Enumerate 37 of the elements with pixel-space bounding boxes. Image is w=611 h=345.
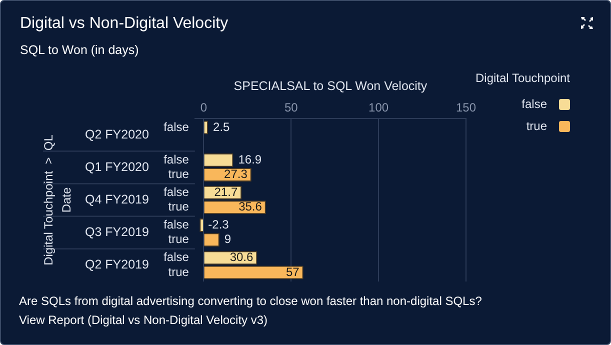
text: SQL to Won (in days) <box>20 43 139 57</box>
data-label: 35.6 <box>238 200 262 214</box>
data-label: 57 <box>286 264 300 279</box>
y-tick-label: Q2 FY2019 <box>84 258 149 272</box>
text: Date <box>59 187 74 213</box>
text: View Report (Digital vs Non-Digital Velocity v3) <box>19 312 269 329</box>
chart-title: Digital vs Non-Digital Velocity <box>20 15 228 33</box>
text: true <box>168 232 189 246</box>
x-tick-label: 50 <box>284 100 298 115</box>
legend-label: true <box>526 119 547 133</box>
text: false <box>164 184 189 199</box>
x-axis-title: SPECIALSAL to SQL Won Velocity <box>234 79 428 94</box>
text: false <box>164 250 189 264</box>
x-tick-label: 0 <box>200 100 208 115</box>
x-tick-label: 150 <box>456 100 476 115</box>
data-label: 21.7 <box>214 184 238 199</box>
y-tick-label: Q4 FY2019 <box>84 192 149 206</box>
data-label: 30.6 <box>230 250 254 264</box>
text: Are SQLs from digital advertising converting to close won faster than non-digital SQLs? <box>19 293 482 310</box>
data-label: -2.3 <box>208 218 230 232</box>
y-tick-label: Q1 FY2020 <box>84 160 149 174</box>
y-tick-label: Q3 FY2019 <box>84 225 149 240</box>
x-tick-label: 100 <box>368 100 389 115</box>
data-label: 2.5 <box>213 120 230 134</box>
data-label: 27.3 <box>224 167 248 182</box>
text: true <box>168 200 189 214</box>
data-label: 9 <box>224 232 232 246</box>
text: true <box>168 264 189 279</box>
text: false <box>164 120 189 134</box>
text: false <box>164 218 189 232</box>
legend-label: false <box>522 97 547 111</box>
text: Digital Touchpoint > QL <box>41 134 56 266</box>
text: false <box>164 152 189 166</box>
text: true <box>168 167 189 182</box>
legend-title: Digital Touchpoint <box>475 71 570 85</box>
y-tick-label: Q2 FY2020 <box>84 127 149 142</box>
data-label: 16.9 <box>238 152 262 166</box>
